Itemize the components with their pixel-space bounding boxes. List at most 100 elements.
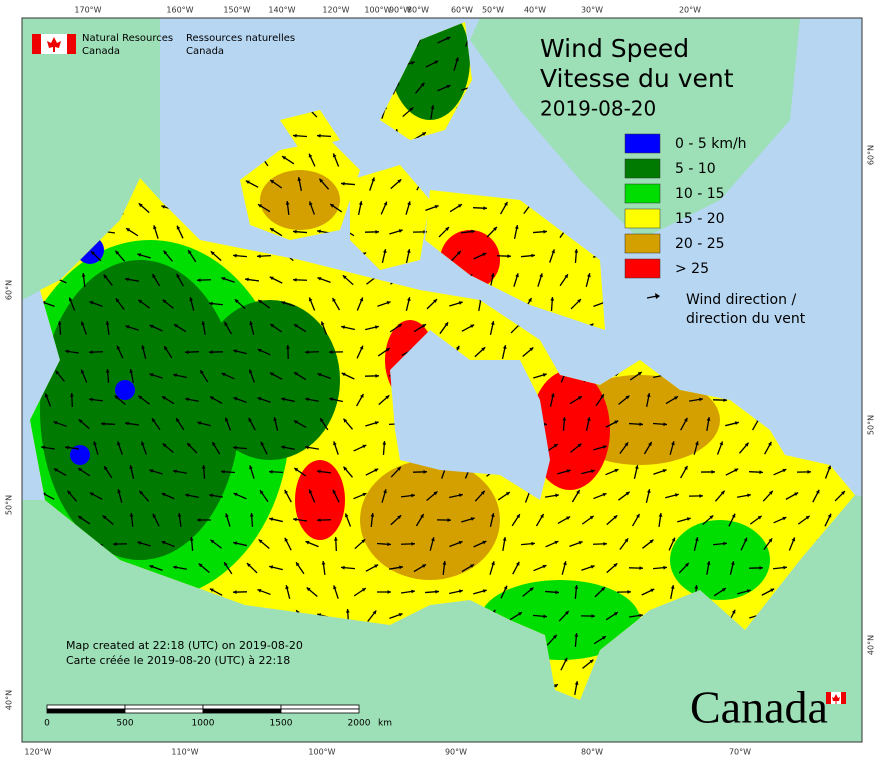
wind-arrow-head	[543, 422, 547, 427]
scale-segment	[280, 704, 360, 710]
wind-arrow-head	[374, 564, 379, 569]
wind-arrow-head	[421, 324, 426, 328]
wind-arrow-head	[221, 277, 226, 281]
wind-arrow-head	[102, 515, 107, 520]
wind-arrow-head	[343, 418, 348, 423]
graticule-label: 90°W	[445, 748, 467, 757]
wind-arrow-head	[78, 419, 83, 424]
legend-swatch	[624, 233, 661, 254]
wind-arrow-head	[577, 396, 582, 400]
wind-arrow-head	[490, 273, 495, 277]
wind-arrow-head	[723, 541, 727, 546]
graticule-label: 50°W	[482, 6, 504, 15]
wind-arrow-head	[734, 468, 739, 473]
wind-arrow-head	[185, 350, 189, 355]
wind-arrow-head	[116, 345, 121, 350]
wind-arrow-head	[233, 445, 237, 450]
wind-arrow-head	[444, 322, 449, 327]
wind-arrow-head	[624, 538, 629, 543]
wind-arrow-head	[374, 421, 379, 425]
wind-arrow-head	[284, 489, 289, 494]
wind-arrow-head	[782, 516, 787, 521]
wind-arrow-head	[342, 275, 347, 280]
wind-arrow-head	[221, 469, 225, 474]
wind-arrow-head	[387, 542, 391, 547]
wind-arrow-head	[864, 202, 868, 206]
wind-arrow-head	[566, 516, 571, 520]
wind-arrow-head	[282, 156, 287, 160]
wind-arrow-head	[270, 324, 275, 328]
wind-arrow-head	[649, 539, 654, 544]
wind-arrow-head	[104, 466, 108, 471]
wind-arrow-head	[91, 251, 95, 255]
wind-arrow-head	[176, 273, 181, 278]
scale-segment	[124, 704, 204, 710]
wind-arrow-head	[341, 181, 345, 186]
wind-arrow-head	[863, 489, 867, 493]
wind-arrow-head	[457, 204, 462, 208]
graticule-label: 110°W	[171, 748, 198, 757]
wind-arrow-head	[874, 81, 878, 85]
wind-arrow-head	[209, 301, 213, 306]
graticule-label: 60°W	[451, 6, 473, 15]
zone	[670, 520, 770, 600]
wind-arrow-head	[200, 370, 204, 375]
wind-arrow-head	[233, 541, 238, 546]
wind-arrow-head	[759, 565, 763, 570]
map-frame	[21, 17, 863, 743]
wind-arrow-head	[321, 561, 326, 565]
wind-arrow-head	[233, 492, 238, 497]
legend: 0 - 5 km/h 5 - 10 10 - 15 15 - 20 20 - 25 > 2…	[624, 133, 806, 327]
wind-arrow-head	[564, 610, 569, 615]
wind-arrow-head	[296, 562, 300, 567]
wind-arrow-head	[345, 609, 350, 613]
wind-arrow-head	[875, 369, 879, 373]
wind-arrow-head	[553, 443, 558, 448]
wind-arrow-head	[269, 517, 274, 522]
wind-arrow-head	[550, 297, 555, 301]
wind-arrow-head	[139, 490, 144, 495]
wind-arrow-head	[113, 542, 117, 546]
wind-arrow-head	[149, 565, 154, 569]
wind-arrow-head	[103, 274, 108, 279]
wind-arrow-head	[502, 345, 507, 350]
wind-arrow-head	[407, 201, 411, 206]
scale-segment	[46, 708, 126, 714]
wind-arrow-head	[470, 517, 475, 521]
flag-bar	[67, 34, 76, 54]
graticule: 170°W 160°W 150°W 140°W 120°W 100°W90°W80°W 60…	[5, 6, 876, 757]
legend-swatch	[624, 133, 661, 154]
wind-arrow-head	[176, 418, 180, 423]
wind-arrow-head	[470, 324, 475, 329]
wind-arrow-head	[305, 445, 309, 450]
wind-arrow-head	[744, 442, 749, 447]
wind-arrow-head	[185, 493, 189, 498]
wind-arrow-head	[397, 466, 401, 471]
wind-arrow-head	[420, 82, 425, 87]
wind-arrow-head	[721, 588, 726, 592]
agency-name: Canada	[186, 46, 224, 57]
wind-arrow-head	[152, 273, 156, 278]
graticule-label: 120°W	[322, 6, 349, 15]
wind-arrow-head	[445, 227, 449, 231]
wind-arrow-head	[81, 273, 86, 277]
wind-arrow-head	[613, 563, 618, 568]
wind-arrow-head	[233, 590, 237, 595]
graticule-label: 150°W	[223, 6, 250, 15]
wind-arrow-head	[695, 441, 699, 446]
footer-note: Carte créée le 2019-08-20 (UTC) à 22:18	[66, 654, 290, 667]
wind-arrow-head	[383, 201, 388, 206]
wind-arrow-head	[636, 513, 640, 518]
graticule-label: 120°W	[24, 748, 51, 757]
wind-arrow-head	[709, 515, 714, 520]
wind-arrow-head	[248, 369, 253, 374]
wind-arrow-head	[515, 273, 519, 278]
wind-arrow-head	[422, 564, 427, 568]
wind-arrow-head	[734, 421, 739, 426]
wind-arrow-head	[458, 493, 463, 498]
wind-arrow-head	[768, 441, 772, 446]
graticule-label: 80°W	[581, 748, 603, 757]
wind-arrow-head	[257, 397, 262, 401]
wind-arrow-head	[285, 345, 290, 349]
wind-arrow-head	[332, 153, 337, 158]
